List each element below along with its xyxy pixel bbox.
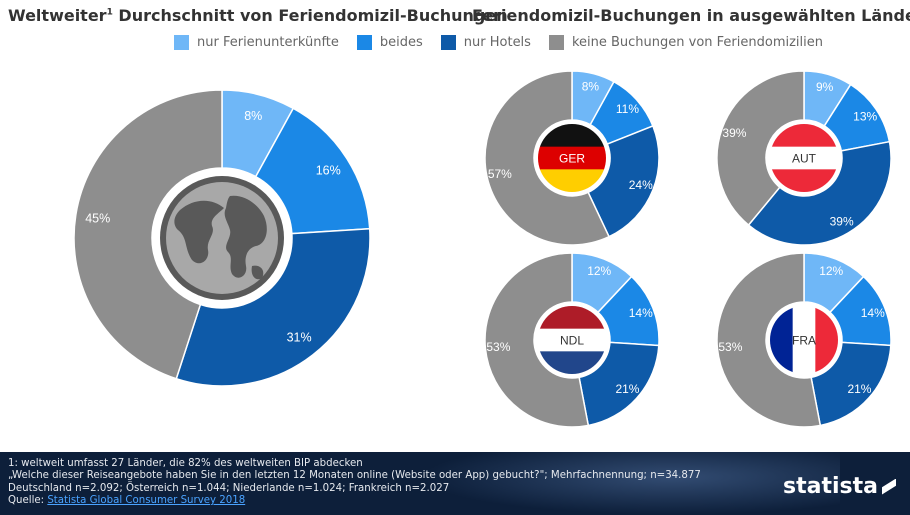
donut-chart-weltweiter-durchschnitt: 8% 16% 31% 45% <box>73 89 371 387</box>
data-label: 57% <box>488 167 512 181</box>
source-label: Quelle: <box>8 495 48 507</box>
legend-item: keine Buchungen von Feriendomizilien <box>548 35 823 50</box>
data-label: 21% <box>615 382 639 396</box>
legend-swatch <box>440 35 456 50</box>
survey-question: „Welche dieser Reiseangebote haben Sie i… <box>8 470 701 482</box>
legend-label: nur Ferienunterkünfte <box>197 35 339 50</box>
footer-background-map <box>420 452 840 515</box>
brand-name: statista <box>783 474 878 499</box>
country-code: FRA <box>792 334 816 348</box>
legend-label: nur Hotels <box>463 35 531 50</box>
data-label: 11% <box>616 102 639 116</box>
data-label: 12% <box>819 264 843 278</box>
legend-label: keine Buchungen von Feriendomizilien <box>571 35 823 50</box>
data-label: 39% <box>830 215 854 229</box>
legend: nur Ferienunterkünfte beides nur Hotels … <box>174 35 841 50</box>
footnote: 1: weltweit umfasst 27 Länder, die 82% d… <box>8 458 363 469</box>
legend-item: nur Ferienunterkünfte <box>174 35 339 50</box>
data-label: 16% <box>316 164 341 178</box>
france-flag <box>770 306 838 374</box>
source-link[interactable]: Statista Global Consumer Survey 2018 <box>47 495 246 507</box>
data-label: 9% <box>816 80 834 94</box>
legend-swatch <box>548 35 564 50</box>
data-label: 14% <box>861 306 885 320</box>
data-label: 21% <box>847 382 871 396</box>
data-label: 8% <box>582 79 600 93</box>
footer-notes: 1: weltweit umfasst 27 Länder, die 82% d… <box>8 458 701 508</box>
data-label: 12% <box>587 264 611 278</box>
data-label: 8% <box>244 109 262 123</box>
globe-icon <box>160 176 284 300</box>
donut-chart-aut: 9% 13% 39% 39% AUT <box>716 70 892 246</box>
source-line: Quelle: Statista Global Consumer Survey … <box>8 495 701 507</box>
legend-swatch <box>356 35 372 50</box>
austria-flag <box>770 124 838 192</box>
data-label: 14% <box>629 306 653 320</box>
data-label: 39% <box>722 126 746 140</box>
brand-mark-icon <box>882 478 896 495</box>
donut-chart-ger: 8% 11% 24% 57% GER <box>484 70 660 246</box>
donut-chart-fra: 12% 14% 21% 53% FRA <box>716 252 892 428</box>
legend-item: nur Hotels <box>440 35 531 50</box>
data-label: 45% <box>85 211 110 225</box>
germany-flag <box>538 124 606 192</box>
data-label: 53% <box>718 340 742 354</box>
country-code: NDL <box>560 334 584 348</box>
legend-swatch <box>174 35 189 50</box>
footer: 1: weltweit umfasst 27 Länder, die 82% d… <box>0 452 910 515</box>
country-code: AUT <box>792 152 817 166</box>
netherlands-flag <box>538 306 606 374</box>
data-label: 31% <box>287 330 312 344</box>
sample-sizes: Deutschland n=2.092; Österreich n=1.044;… <box>8 482 450 494</box>
legend-label: beides <box>379 35 423 50</box>
chart-title-world: Weltweiter1 Durchschnitt von Feriendomiz… <box>8 6 508 25</box>
data-label: 13% <box>853 109 877 123</box>
donut-charts: 8% 16% 31% 45% 8% 11% 24% 57% GER 9% 13% 39% 39% AUT 1… <box>73 70 892 428</box>
legend-item: beides <box>356 35 423 50</box>
donut-chart-ndl: 12% 14% 21% 53% NDL <box>484 252 660 428</box>
data-label: 24% <box>629 178 653 192</box>
country-code: GER <box>559 152 585 166</box>
chart-title-countries: Feriendomizil-Buchungen in ausgewählten … <box>472 6 910 25</box>
data-label: 53% <box>486 340 510 354</box>
statista-logo: statista <box>783 474 896 499</box>
